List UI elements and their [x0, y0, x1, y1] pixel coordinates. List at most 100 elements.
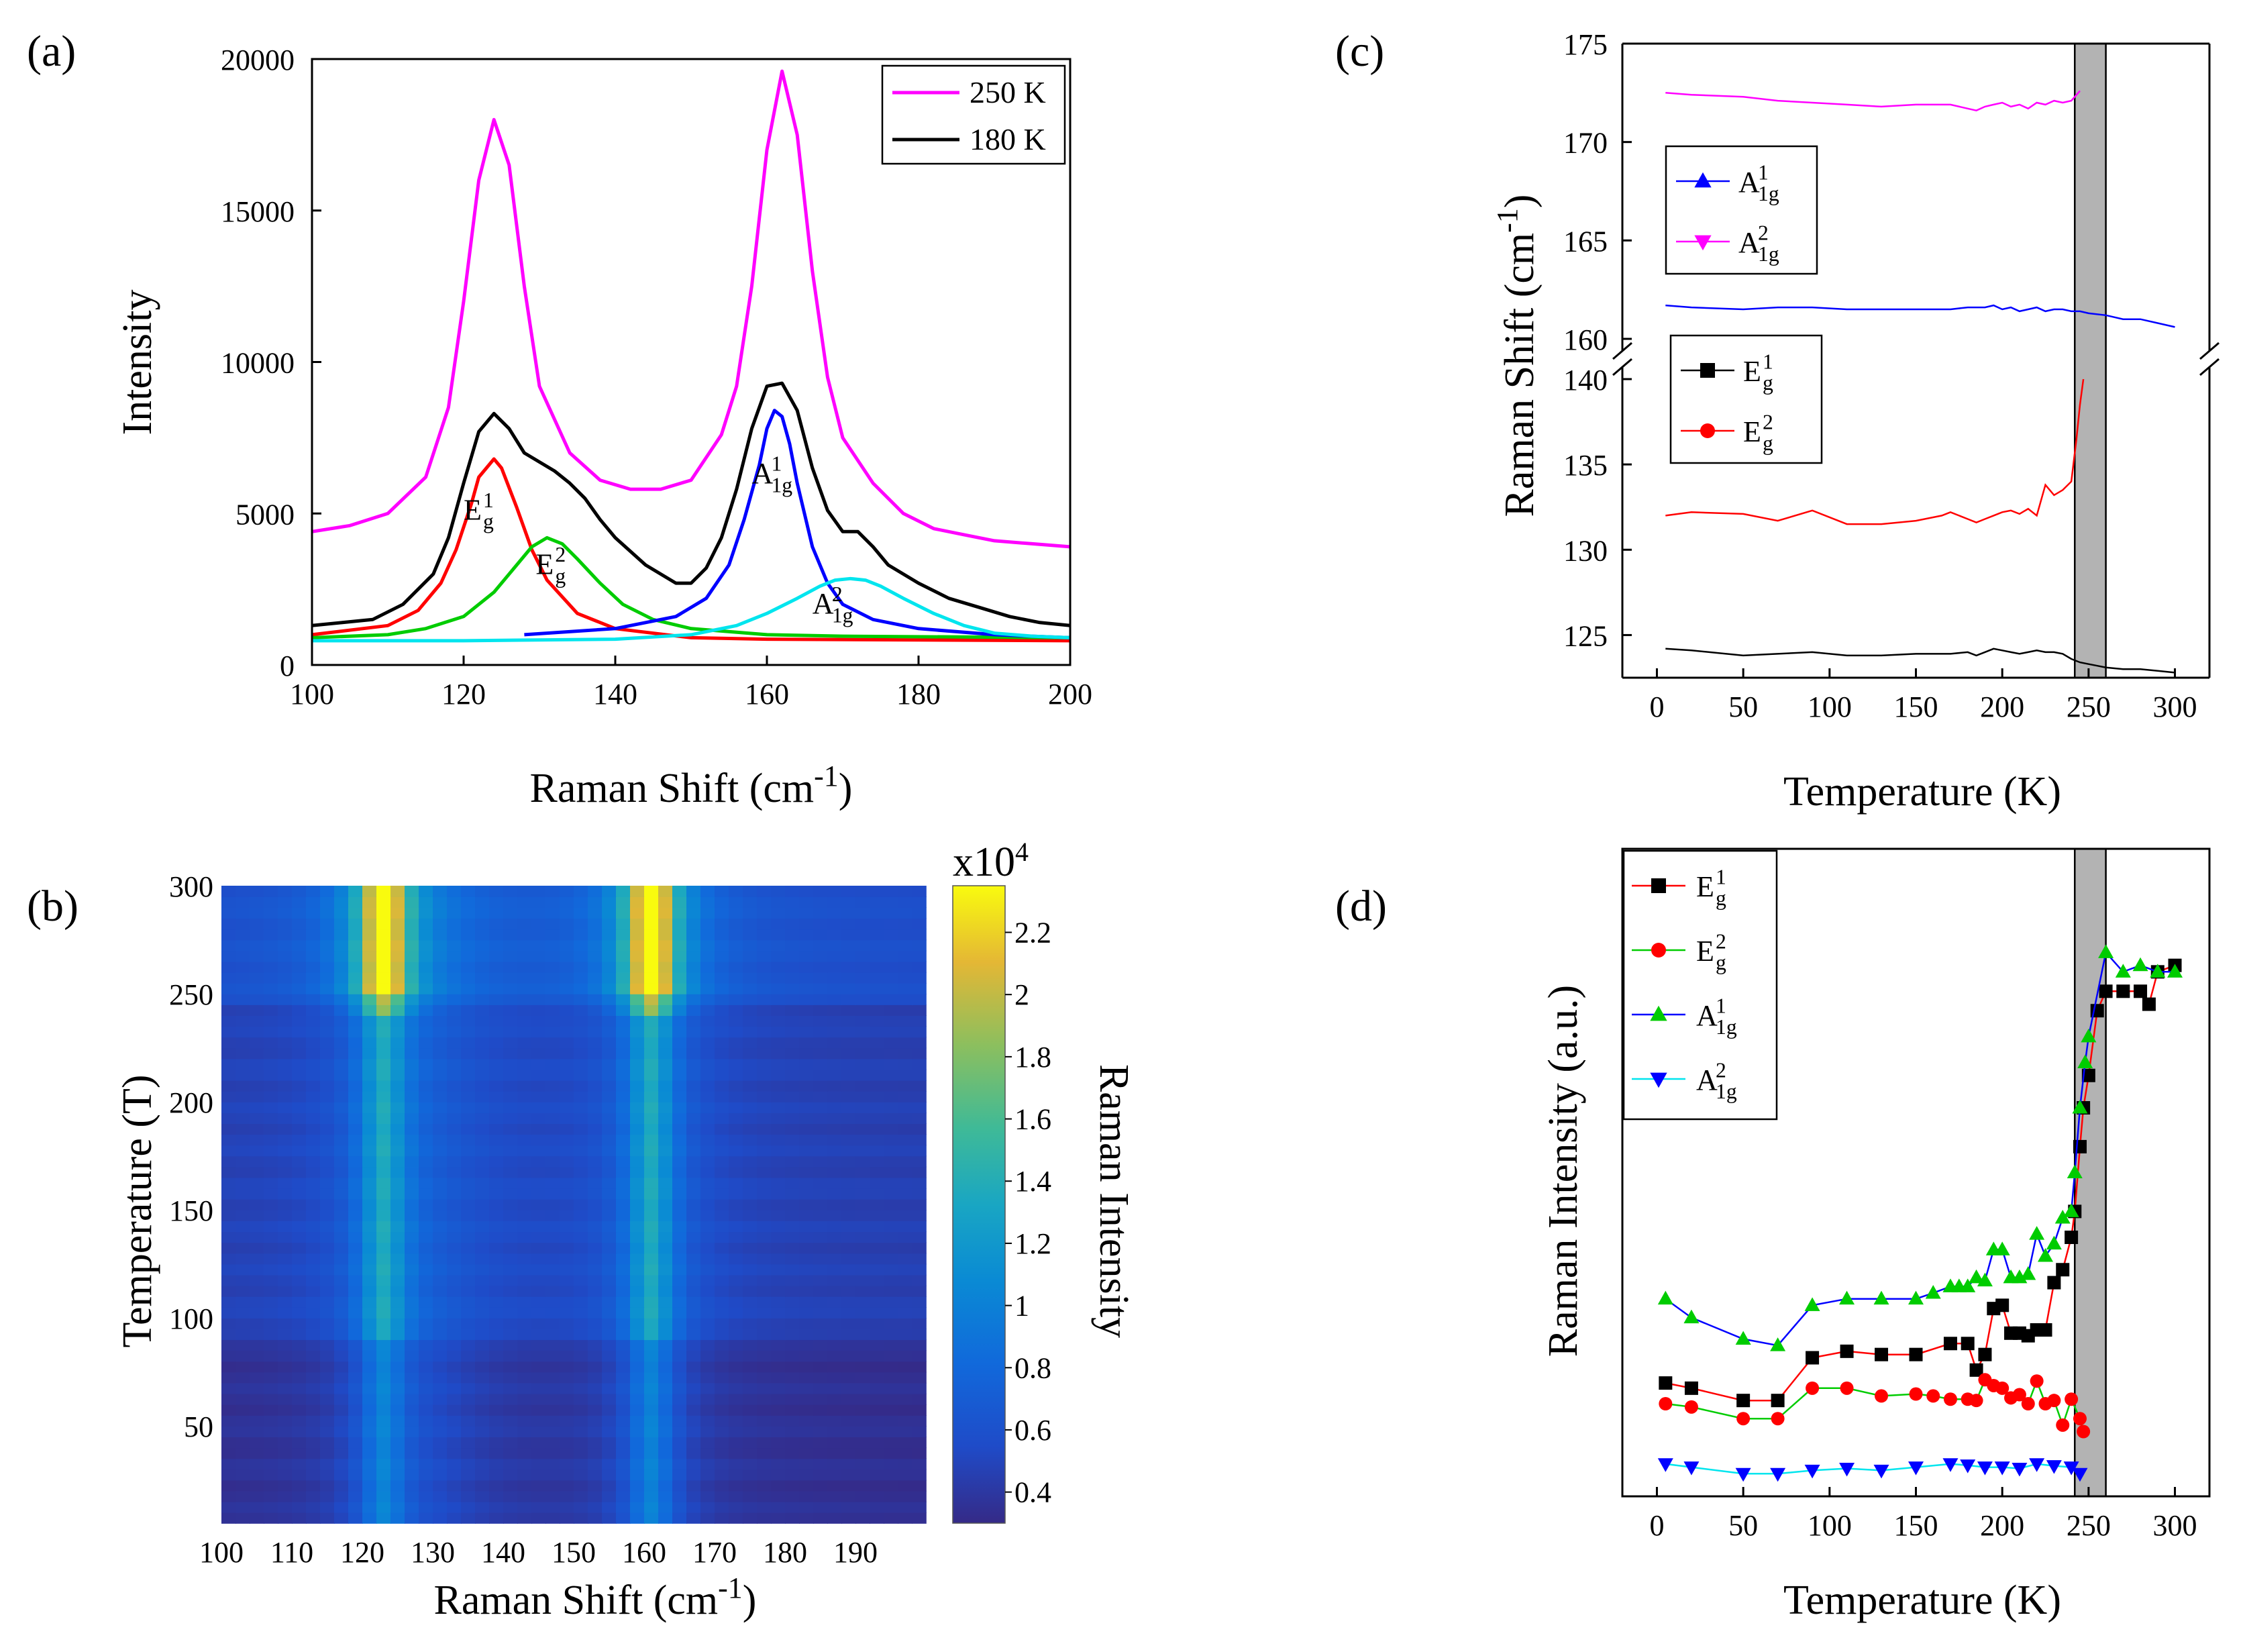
heatmap-cell [644, 1026, 659, 1038]
heatmap-cell [376, 1080, 391, 1092]
heatmap-cell [278, 1307, 293, 1319]
heatmap-cell [729, 886, 743, 897]
heatmap-cell [785, 1242, 800, 1254]
heatmap-cell [700, 1145, 715, 1157]
heatmap-cell [757, 1188, 772, 1200]
heatmap-cell [729, 1166, 743, 1178]
heatmap-cell [447, 1393, 462, 1405]
heatmap-cell [390, 1447, 405, 1459]
heatmap-cell [588, 1113, 603, 1124]
heatmap-cell [757, 1458, 772, 1470]
heatmap-cell [517, 1123, 532, 1135]
heatmap-cell [489, 1361, 504, 1373]
heatmap-cell [813, 1015, 828, 1027]
heatmap-cell [292, 1372, 307, 1384]
panel-c-ytick-label: 165 [1563, 225, 1608, 258]
panel-d-point-Eg1 [1771, 1394, 1785, 1408]
heatmap-cell [334, 972, 349, 984]
heatmap-cell [729, 1145, 743, 1157]
heatmap-cell [771, 1198, 786, 1210]
heatmap-cell [419, 1037, 433, 1049]
panel-d-point-Eg1 [1995, 1298, 2010, 1312]
heatmap-cell [362, 1404, 377, 1416]
heatmap-cell [489, 886, 504, 897]
heatmap-cell [616, 1447, 631, 1459]
heatmap-cell [334, 1047, 349, 1060]
panel-b-ytick-label: 150 [169, 1194, 213, 1227]
heatmap-cell [362, 1113, 377, 1124]
panel-d-point-A1g1 [2150, 964, 2166, 978]
panel-d-point-A1g1 [2046, 1235, 2062, 1250]
heatmap-cell [250, 1490, 264, 1502]
heatmap-cell [841, 1015, 856, 1027]
heatmap-cell [574, 1372, 588, 1384]
heatmap-cell [376, 1188, 391, 1200]
heatmap-cell [841, 1253, 856, 1265]
heatmap-cell [503, 982, 518, 994]
panel-d-legend-A1g2-label-sup: 2 [1716, 1059, 1726, 1082]
heatmap-cell [602, 1382, 617, 1394]
heatmap-cell [292, 1426, 307, 1437]
heatmap-cell [250, 1437, 264, 1449]
heatmap-cell [560, 1047, 574, 1060]
heatmap-cell [686, 1253, 701, 1265]
heatmap-cell [264, 982, 278, 994]
heatmap-cell [278, 1047, 293, 1060]
heatmap-cell [475, 1058, 490, 1070]
heatmap-cell [292, 1015, 307, 1027]
heatmap-cell [250, 1198, 264, 1210]
heatmap-cell [517, 1469, 532, 1481]
heatmap-cell [686, 1155, 701, 1168]
panel-c-ytick-label: 130 [1563, 534, 1608, 567]
heatmap-cell [560, 982, 574, 994]
heatmap-cell [545, 1339, 560, 1351]
heatmap-cell [672, 1015, 687, 1027]
heatmap-cell [475, 1145, 490, 1157]
heatmap-cell [517, 1080, 532, 1092]
heatmap-cell [827, 1058, 842, 1070]
panel-d-legend-A1g2-label-sub: 1g [1716, 1080, 1737, 1103]
heatmap-cell [278, 1339, 293, 1351]
heatmap-cell [250, 1188, 264, 1200]
heatmap-cell [264, 1458, 278, 1470]
heatmap-cell [841, 1166, 856, 1178]
heatmap-cell [334, 1242, 349, 1254]
heatmap-cell [517, 1393, 532, 1405]
heatmap-cell [376, 939, 391, 951]
heatmap-cell [306, 1393, 321, 1405]
heatmap-cell [447, 1296, 462, 1308]
heatmap-cell [602, 1437, 617, 1449]
heatmap-cell [320, 1263, 335, 1276]
heatmap-cell [545, 1069, 560, 1081]
heatmap-cell [390, 1037, 405, 1049]
heatmap-cell [236, 896, 250, 908]
heatmap-cell [729, 1490, 743, 1502]
heatmap-cell [644, 1134, 659, 1146]
heatmap-cell [292, 1404, 307, 1416]
heatmap-cell [912, 1318, 927, 1329]
heatmap-cell [616, 1113, 631, 1124]
heatmap-cell [489, 1177, 504, 1189]
heatmap-cell [855, 1501, 870, 1513]
heatmap-cell [531, 1426, 546, 1437]
heatmap-cell [841, 907, 856, 919]
heatmap-cell [771, 1480, 786, 1492]
heatmap-cell [250, 1447, 264, 1459]
panel-d-point-Eg1 [2081, 1068, 2095, 1082]
heatmap-cell [799, 982, 814, 994]
heatmap-cell [729, 1415, 743, 1427]
heatmap-cell [855, 1145, 870, 1157]
heatmap-cell [602, 896, 617, 908]
heatmap-cell [461, 1490, 476, 1502]
panel-a-annotation-3-label-sup: 2 [832, 582, 843, 606]
heatmap-cell [560, 1512, 574, 1524]
heatmap-cell [475, 1437, 490, 1449]
heatmap-cell [827, 1296, 842, 1308]
heatmap-cell [376, 1307, 391, 1319]
heatmap-cell [686, 1437, 701, 1449]
heatmap-cell [362, 1458, 377, 1470]
heatmap-cell [630, 1253, 645, 1265]
heatmap-cell [419, 1047, 433, 1060]
heatmap-cell [898, 1458, 912, 1470]
heatmap-cell [489, 1221, 504, 1233]
